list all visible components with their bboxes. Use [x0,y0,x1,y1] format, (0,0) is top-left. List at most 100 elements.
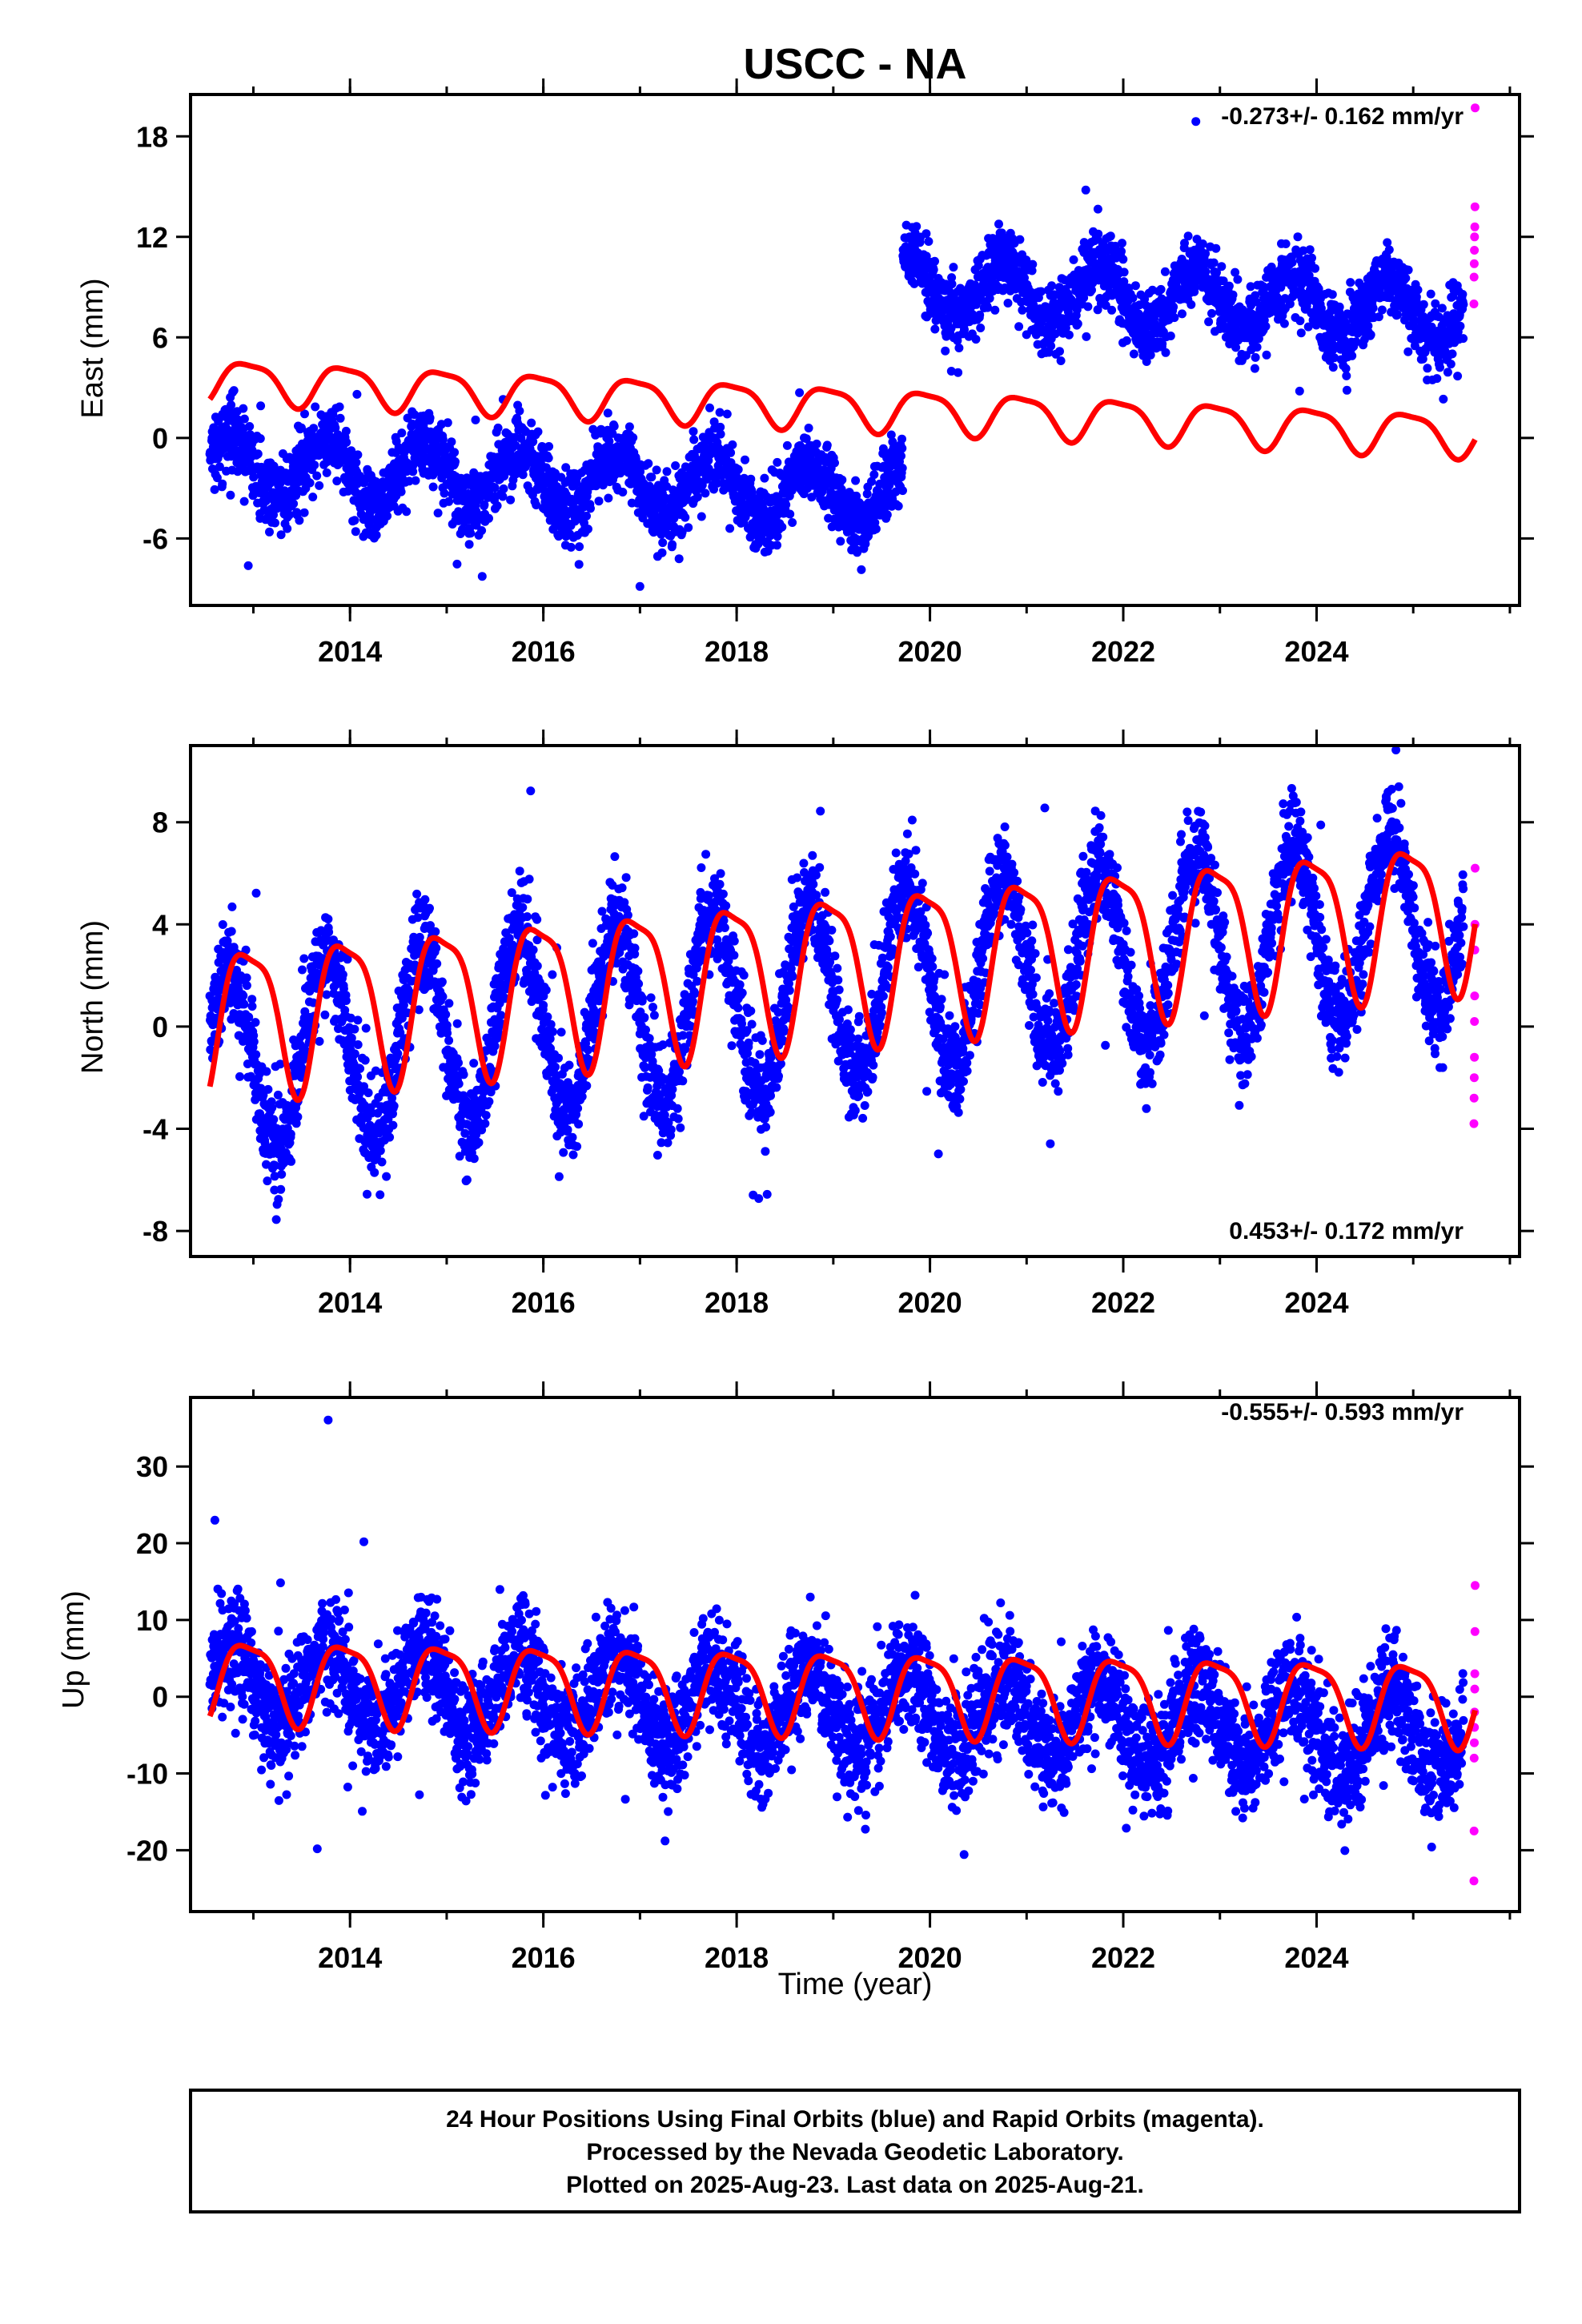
data-point [287,1156,296,1166]
data-point [598,480,608,490]
data-point [662,481,672,491]
data-point [746,474,756,484]
data-point [450,448,460,457]
data-point [689,427,698,436]
data-point [636,467,645,476]
data-point [1413,285,1423,295]
data-point [218,479,227,489]
data-point [1129,349,1138,359]
data-point [782,440,792,450]
y-tick-label: 0 [152,422,168,455]
data-point [897,434,906,444]
data-point [867,476,876,486]
data-point [371,530,381,540]
y-tick-label: -6 [143,522,168,555]
data-point [1170,313,1179,323]
rapid-point [1469,272,1479,282]
data-point [312,471,322,480]
data-point [1403,265,1413,275]
data-point [1233,275,1243,284]
data-point [353,450,363,460]
data-point [834,522,843,532]
data-point [1446,360,1456,369]
data-point [1093,204,1102,214]
data-point [1211,243,1221,253]
x-tick-label: 2020 [898,635,962,668]
data-point [677,528,687,537]
data-point [1311,263,1319,273]
rapid-point [1470,246,1480,255]
data-point [352,389,362,399]
data-point [1347,351,1357,360]
rapid-point [1470,222,1480,231]
data-point [428,482,438,492]
data-point [693,493,702,502]
data-point [1118,239,1126,248]
data-point [402,507,412,517]
data-point [1401,273,1411,283]
data-point [644,459,653,468]
data-point [857,565,866,574]
y-axis-label-north: North (mm) [76,920,110,1074]
data-point [851,476,861,485]
data-point [227,927,236,936]
data-point [1281,239,1291,248]
data-point [1094,229,1103,239]
data-point [466,529,476,538]
data-point [289,499,299,509]
data-point [255,434,265,444]
data-point [947,279,957,289]
panel-north: North (mm) 0.453+/- 0.172 mm/yr 2014 2016… [76,730,1534,1319]
data-point [1118,255,1128,264]
data-point [1419,300,1428,309]
x-tick-label: 2024 [1284,635,1348,668]
data-point [309,424,319,433]
data-point [276,1184,286,1194]
data-point [490,483,500,493]
data-point [1435,363,1444,372]
data-point [830,458,839,468]
data-point [1209,258,1219,267]
data-point [310,460,319,470]
data-point [253,449,263,459]
data-point [804,424,813,432]
data-point [544,453,553,463]
data-point [342,437,351,447]
data-point [341,426,351,436]
data-point [1117,247,1126,256]
data-point [1073,319,1082,328]
final-orbit-points [205,746,1468,1224]
data-point [1160,267,1170,276]
data-point [498,492,508,501]
data-point [235,1072,244,1081]
data-point [871,525,881,533]
data-point [355,1063,365,1073]
data-point [668,540,677,549]
data-point [286,1129,295,1139]
rapid-point [1469,259,1479,268]
data-point [239,404,248,413]
data-point [377,1157,387,1167]
data-point [976,324,986,332]
rapid-orbit-points [1469,103,1480,308]
data-point [760,473,769,483]
data-point [1293,232,1303,242]
data-point [493,423,503,432]
data-point [1437,304,1447,313]
data-point [930,324,940,334]
data-point [350,1049,359,1059]
y-tick-label: 6 [152,321,168,354]
data-point [385,1132,395,1142]
data-point [1250,364,1259,373]
data-point [1161,348,1170,357]
data-point [370,1168,379,1177]
data-point [947,273,957,283]
data-point [263,1176,272,1186]
data-point [353,1040,363,1049]
data-point [269,510,278,520]
data-point [924,237,934,246]
data-point [852,491,861,501]
data-point [603,408,612,418]
data-point [269,1115,279,1124]
data-point [657,548,667,557]
